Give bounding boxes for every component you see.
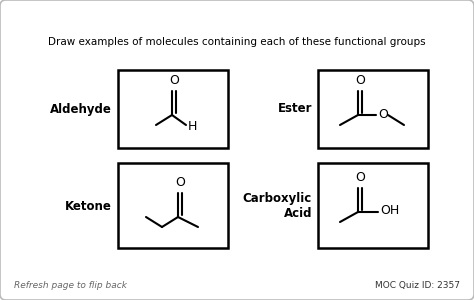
Text: Ester: Ester [277,103,312,116]
Text: O: O [355,74,365,87]
Bar [318,70,428,148]
Text: OH: OH [380,205,399,218]
Bar [318,163,428,248]
Text: Carboxylic
Acid: Carboxylic Acid [243,192,312,220]
Bar [118,70,228,148]
Text: H: H [188,121,197,134]
Text: Aldehyde: Aldehyde [50,103,112,116]
Text: O: O [175,176,185,189]
Text: MOC Quiz ID: 2357: MOC Quiz ID: 2357 [375,281,460,290]
Bar [118,163,228,248]
Text: O: O [169,74,179,87]
Text: O: O [378,107,388,121]
Text: Draw examples of molecules containing each of these functional groups: Draw examples of molecules containing ea… [48,37,426,47]
Text: Refresh page to flip back: Refresh page to flip back [14,281,127,290]
Text: Ketone: Ketone [65,200,112,212]
Text: O: O [355,171,365,184]
